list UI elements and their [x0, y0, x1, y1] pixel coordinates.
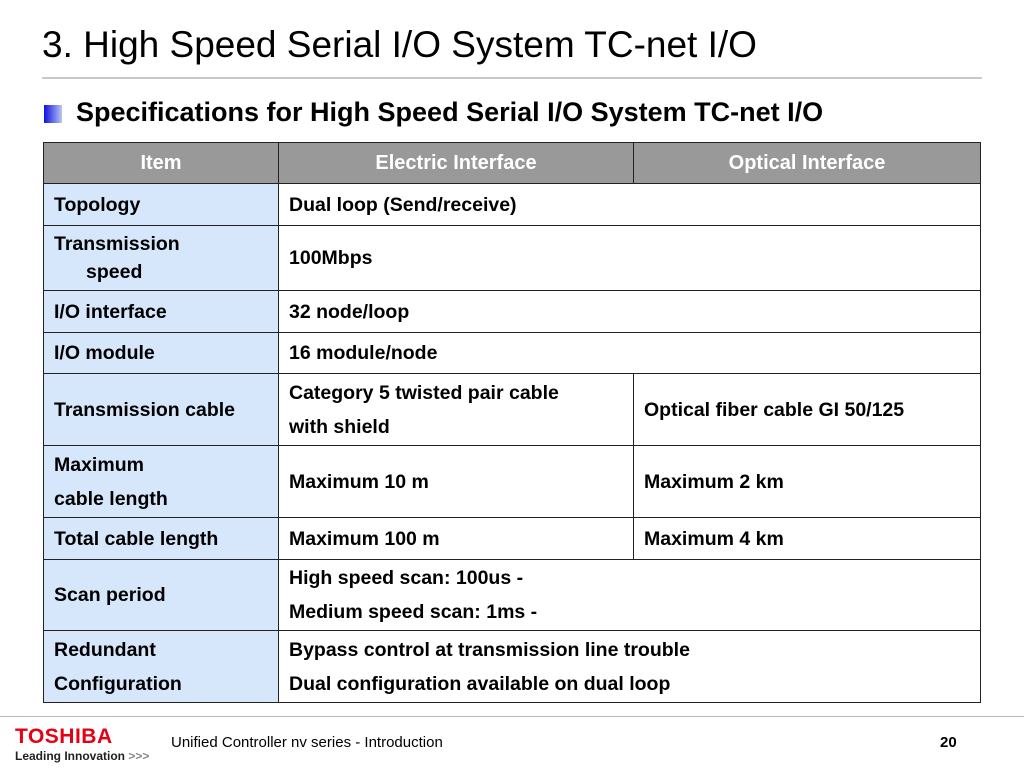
- table-row: Transmission cable Category 5 twisted pai…: [43, 373, 981, 446]
- table-row: Scan period High speed scan: 100us - Mediu…: [43, 559, 981, 631]
- table-row: Transmission speed 100Mbps: [43, 225, 981, 291]
- cell-line: Category 5 twisted pair cable: [289, 381, 559, 404]
- cell-line: 32 node/loop: [289, 300, 410, 323]
- elec-cell: Bypass control at transmission line trou…: [278, 630, 981, 703]
- cell-line: Maximum 100 m: [289, 527, 440, 550]
- page-number: 20: [940, 734, 957, 751]
- item-cell: Topology: [43, 183, 279, 226]
- elec-cell: 100Mbps: [278, 225, 981, 291]
- cell-line: Configuration: [54, 672, 182, 695]
- footer-text: Unified Controller nv series - Introduct…: [171, 734, 443, 751]
- cell-line: Topology: [54, 193, 141, 216]
- opt-cell: Maximum 4 km: [633, 517, 981, 560]
- cell-line: Optical fiber cable GI 50/125: [644, 398, 905, 421]
- column-header: Electric Interface: [278, 142, 634, 184]
- item-cell: Transmission cable: [43, 373, 279, 446]
- slide-title: 3. High Speed Serial I/O System TC-net I…: [42, 24, 757, 65]
- bullet-square-icon: [44, 105, 62, 123]
- cell-line: Transmission cable: [54, 398, 235, 421]
- table-row: I/O module 16 module/node: [43, 332, 981, 374]
- elec-cell: High speed scan: 100us - Medium speed sca…: [278, 559, 981, 631]
- cell-line: High speed scan: 100us -: [289, 567, 524, 589]
- cell-line: I/O module: [54, 342, 155, 364]
- elec-cell: Category 5 twisted pair cable with shield: [278, 373, 634, 446]
- cell-line: cable length: [54, 487, 168, 510]
- opt-cell: Maximum 2 km: [633, 445, 981, 518]
- cell-line: Maximum 10 m: [289, 470, 429, 493]
- item-cell: I/O interface: [43, 290, 279, 333]
- cell-line: Redundant: [54, 638, 156, 661]
- cell-line: Scan period: [54, 584, 166, 606]
- table-row: Maximum cable length Maximum 10 m Maximum 2…: [43, 445, 981, 518]
- table-row: Total cable length Maximum 100 m Maximum 4…: [43, 517, 981, 560]
- table-row: Topology Dual loop (Send/receive): [43, 183, 981, 226]
- logo-tagline: Leading Innovation >>>: [15, 749, 150, 763]
- elec-cell: 16 module/node: [278, 332, 981, 374]
- cell-line: Dual configuration available on dual loo…: [289, 672, 671, 695]
- item-cell: I/O module: [43, 332, 279, 374]
- spec-table: Item Electric Interface Optical Interface …: [43, 142, 981, 703]
- cell-line: Maximum 2 km: [644, 470, 784, 493]
- cell-line: Bypass control at transmission line trou…: [289, 638, 690, 661]
- item-cell: Redundant Configuration: [43, 630, 279, 703]
- item-cell: Maximum cable length: [43, 445, 279, 518]
- cell-line: I/O interface: [54, 300, 167, 323]
- elec-cell: Dual loop (Send/receive): [278, 183, 981, 226]
- cell-line: Total cable length: [54, 527, 219, 550]
- cell-line: Maximum 4 km: [644, 527, 784, 550]
- cell-line: Transmission: [54, 233, 180, 255]
- cell-line: 16 module/node: [289, 342, 438, 364]
- item-cell: Total cable length: [43, 517, 279, 560]
- elec-cell: 32 node/loop: [278, 290, 981, 333]
- slide-subtitle: Specifications for High Speed Serial I/O…: [76, 97, 824, 127]
- logo-brand: TOSHIBA: [15, 725, 113, 748]
- item-cell: Transmission speed: [43, 225, 279, 291]
- elec-cell: Maximum 100 m: [278, 517, 634, 560]
- item-cell: Scan period: [43, 559, 279, 631]
- cell-line: Dual loop (Send/receive): [289, 193, 517, 216]
- toshiba-logo: TOSHIBA Leading Innovation >>>: [15, 725, 150, 764]
- cell-line: Maximum: [54, 453, 144, 476]
- cell-line: 100Mbps: [289, 247, 373, 269]
- column-header: Optical Interface: [633, 142, 981, 184]
- cell-line: speed: [86, 261, 143, 283]
- title-divider: [42, 77, 982, 79]
- column-header: Item: [43, 142, 279, 184]
- cell-line: with shield: [289, 415, 390, 438]
- table-row: Redundant Configuration Bypass control at …: [43, 630, 981, 703]
- table-row: I/O interface 32 node/loop: [43, 290, 981, 333]
- elec-cell: Maximum 10 m: [278, 445, 634, 518]
- opt-cell: Optical fiber cable GI 50/125: [633, 373, 981, 446]
- cell-line: Medium speed scan: 1ms -: [289, 601, 538, 623]
- footer-divider: [0, 716, 1024, 717]
